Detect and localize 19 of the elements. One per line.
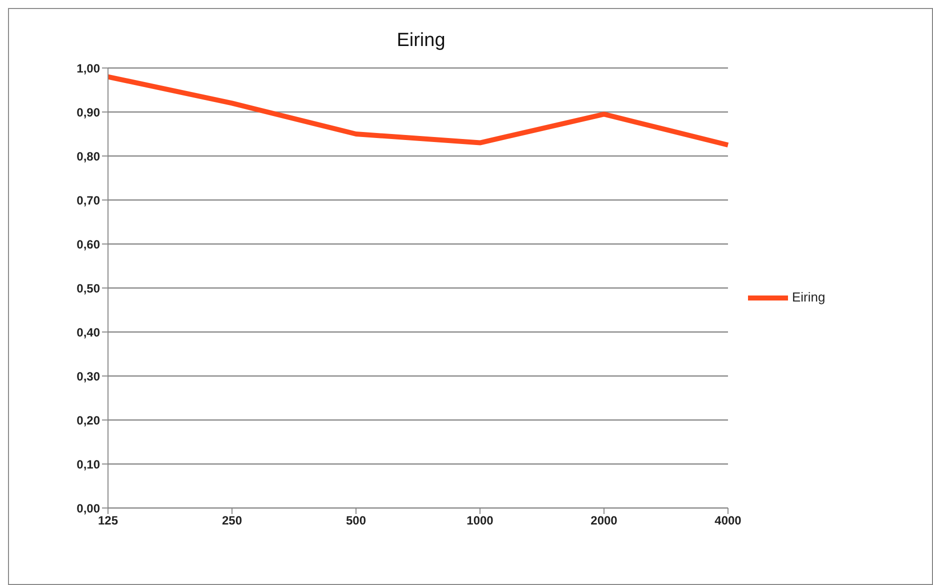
y-tick-label: 0,00 [76,501,100,516]
x-tick-label: 500 [346,514,366,528]
x-tick-label: 2000 [590,514,618,528]
x-tick-label: 250 [222,514,242,528]
y-tick-label: 0,70 [76,193,100,208]
y-tick-label: 0,90 [76,105,100,120]
y-tick-label: 0,80 [76,149,100,164]
chart-title: Eiring [396,30,446,52]
y-tick-label: 0,50 [76,281,100,296]
y-tick-label: 0,40 [76,325,100,340]
x-tick-label: 1000 [466,514,494,528]
y-tick-label: 1,00 [76,61,100,76]
y-tick-label: 0,30 [76,369,100,384]
y-tick-label: 0,10 [76,457,100,472]
legend-label: Eiring [792,289,826,304]
y-tick-label: 0,60 [76,237,100,252]
x-tick-label: 4000 [714,514,742,528]
y-tick-label: 0,20 [76,413,100,428]
x-tick-label: 125 [98,514,118,528]
